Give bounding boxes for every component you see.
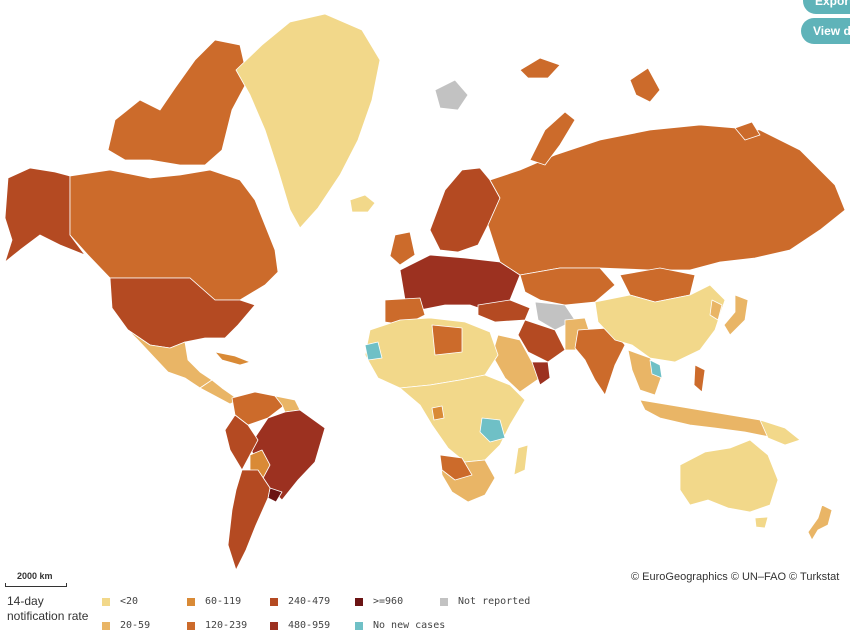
region-japan[interactable] [723, 294, 749, 336]
legend-label: Not reported [458, 596, 531, 607]
region-greenland[interactable] [235, 13, 381, 229]
region-gabon[interactable] [431, 405, 445, 421]
region-indonesia[interactable] [639, 399, 786, 439]
region-vietnam[interactable] [649, 359, 663, 379]
legend-item-lt20[interactable]: <20 [102, 596, 138, 610]
region-philippines[interactable] [693, 364, 706, 393]
world-map[interactable] [0, 0, 850, 580]
legend-item-gte960[interactable]: >=960 [355, 596, 403, 610]
region-southeast-asia[interactable] [627, 349, 663, 396]
region-western-sahara[interactable] [364, 341, 383, 361]
region-madagascar[interactable] [513, 444, 529, 476]
legend-item-240-479[interactable]: 240-479 [270, 596, 330, 610]
legend-label: No new cases [373, 620, 446, 631]
scale-bar: 2000 km [5, 571, 67, 587]
region-korea[interactable] [709, 299, 723, 321]
legend-item-60-119[interactable]: 60-119 [187, 596, 241, 610]
region-canadian-arctic[interactable] [107, 39, 249, 166]
legend-item-120-239[interactable]: 120-239 [187, 620, 247, 634]
scale-label: 2000 km [17, 571, 53, 581]
scale-bar-line [5, 583, 67, 587]
legend-item-20-59[interactable]: 20-59 [102, 620, 150, 634]
region-new-siberia[interactable] [734, 121, 761, 141]
legend-swatch [355, 621, 363, 630]
region-new-guinea[interactable] [759, 419, 801, 446]
legend-title-line2: notification rate [7, 609, 89, 623]
region-china[interactable] [594, 284, 726, 363]
legend-item-480-959[interactable]: 480-959 [270, 620, 330, 634]
region-new-zealand[interactable] [807, 504, 833, 541]
region-russian-arctic[interactable] [529, 111, 576, 166]
export-button[interactable]: Export [803, 0, 850, 14]
region-namibia-botswana[interactable] [439, 454, 473, 481]
legend-label: 20-59 [120, 620, 151, 631]
region-svalbard[interactable] [434, 79, 469, 111]
legend-label: 60-119 [205, 596, 242, 607]
legend-title: 14-day notification rate [7, 594, 88, 624]
region-kazakhstan[interactable] [519, 267, 616, 306]
legend-label: 120-239 [205, 620, 248, 631]
legend-swatch [440, 597, 448, 606]
view-data-button[interactable]: View data [801, 18, 850, 44]
legend-swatch [270, 621, 278, 630]
legend-label: >=960 [373, 596, 404, 607]
legend-swatch [102, 621, 110, 630]
region-southern-cone[interactable] [227, 469, 271, 571]
region-australia[interactable] [679, 439, 779, 513]
legend-swatch [102, 597, 110, 606]
region-alaska[interactable] [4, 167, 86, 263]
region-central-africa[interactable] [399, 374, 526, 463]
legend-label: 240-479 [288, 596, 331, 607]
region-franz-josef[interactable] [519, 57, 561, 79]
legend-swatch [187, 621, 195, 630]
region-russia[interactable] [487, 124, 846, 276]
region-oman[interactable] [531, 361, 551, 386]
legend-label: <20 [120, 596, 139, 607]
legend-item-not-reported[interactable]: Not reported [440, 596, 530, 610]
region-iceland[interactable] [349, 194, 376, 213]
legend-swatch [187, 597, 195, 606]
region-tasmania[interactable] [754, 516, 769, 529]
legend-item-no-new-cases[interactable]: No new cases [355, 620, 445, 634]
region-libya[interactable] [431, 324, 463, 356]
region-uk[interactable] [389, 231, 416, 266]
map-credits: © EuroGeographics © UN–FAO © Turkstat [631, 571, 840, 583]
region-peru[interactable] [224, 414, 259, 471]
legend-swatch [355, 597, 363, 606]
legend-label: 480-959 [288, 620, 331, 631]
region-severnaya[interactable] [629, 67, 661, 103]
region-tanzania[interactable] [479, 417, 506, 443]
region-canada[interactable] [69, 169, 279, 301]
region-caribbean[interactable] [214, 351, 251, 366]
region-scandinavia[interactable] [429, 167, 501, 253]
legend-swatch [270, 597, 278, 606]
legend-title-line1: 14-day [7, 594, 44, 608]
